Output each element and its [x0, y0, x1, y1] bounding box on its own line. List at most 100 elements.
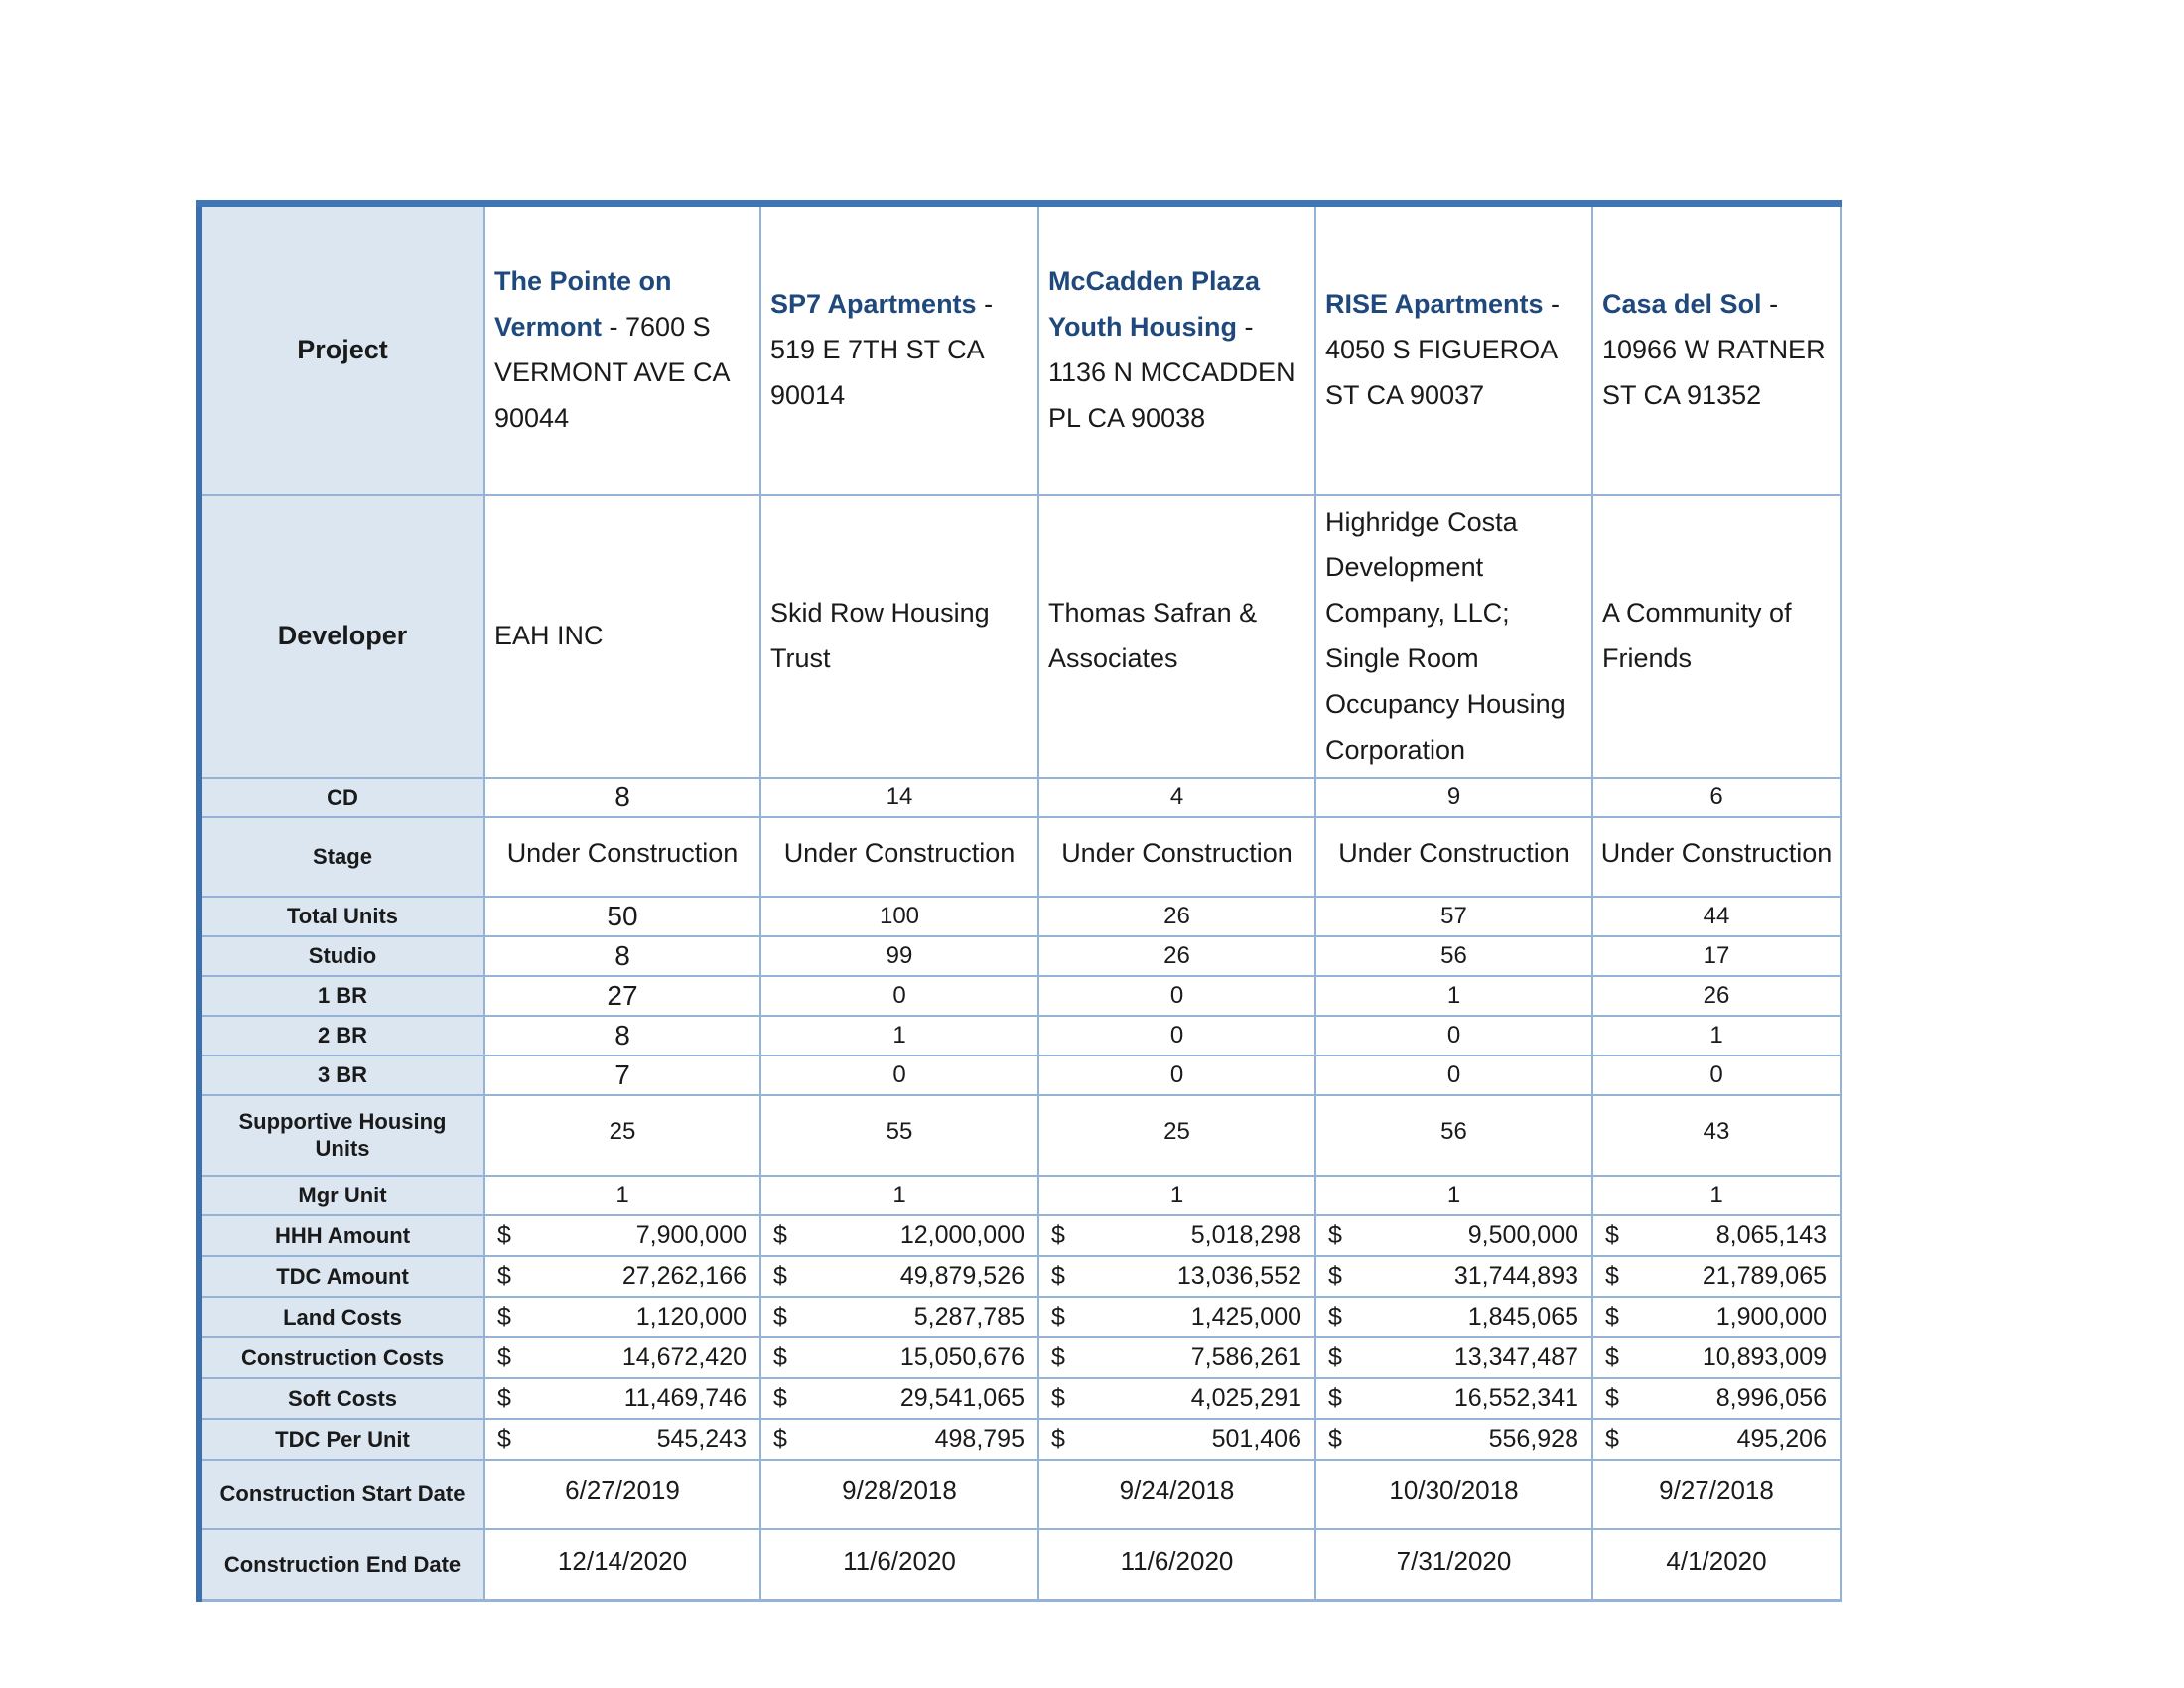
table-row-3br: 3 BR 7 0 0 0 0 [198, 1054, 1842, 1096]
amount: 16,552,341 [1453, 1383, 1578, 1412]
table-row-studio: Studio 8 99 26 56 17 [198, 934, 1842, 977]
dollar-sign: $ [1605, 1302, 1619, 1331]
table-row-soft-costs: Soft Costs $11,469,746 $29,541,065 $4,02… [198, 1376, 1842, 1420]
table-row-project: Project The Pointe on Vermont - 7600 S V… [198, 202, 1842, 496]
cell-soft-costs: $11,469,746 [483, 1376, 761, 1420]
cell-mgr-unit: 1 [1037, 1174, 1316, 1216]
project-address: - 1136 N MCCADDEN PL CA 90038 [1048, 311, 1296, 433]
cell-soft-costs: $8,996,056 [1591, 1376, 1842, 1420]
row-label-supportive-units: Supportive Housing Units [198, 1093, 485, 1177]
cell-developer: Skid Row Housing Trust [759, 493, 1039, 779]
dollar-sign: $ [497, 1302, 511, 1331]
cell-project: RISE Apartments - 4050 S FIGUEROA ST CA … [1314, 202, 1593, 496]
row-label-tdc-amount: TDC Amount [198, 1254, 485, 1298]
cell-hhh-amount: $5,018,298 [1037, 1213, 1316, 1257]
cell-stage: Under Construction [759, 815, 1039, 898]
cell-hhh-amount: $9,500,000 [1314, 1213, 1593, 1257]
table-row-tdc-amount: TDC Amount $27,262,166 $49,879,526 $13,0… [198, 1254, 1842, 1298]
cell-construction-end: 11/6/2020 [1037, 1527, 1316, 1602]
cell-3br: 0 [1591, 1054, 1842, 1096]
cell-tdc-per-unit: $495,206 [1591, 1417, 1842, 1461]
cell-2br: 1 [1591, 1014, 1842, 1056]
cell-construction-costs: $13,347,487 [1314, 1336, 1593, 1379]
cell-construction-start: 6/27/2019 [483, 1458, 761, 1530]
row-label-2br: 2 BR [198, 1014, 485, 1056]
table-row-1br: 1 BR 27 0 0 1 26 [198, 974, 1842, 1017]
amount: 1,425,000 [1190, 1302, 1301, 1331]
table-row-2br: 2 BR 8 1 0 0 1 [198, 1014, 1842, 1056]
dollar-sign: $ [1328, 1342, 1342, 1371]
dollar-sign: $ [1605, 1383, 1619, 1412]
amount: 4,025,291 [1190, 1383, 1301, 1412]
amount: 5,287,785 [913, 1302, 1024, 1331]
cell-cd: 4 [1037, 776, 1316, 818]
cell-supportive-units: 55 [759, 1093, 1039, 1177]
project-address: - 7600 S VERMONT AVE CA 90044 [494, 311, 730, 433]
amount: 7,900,000 [635, 1220, 747, 1249]
cell-mgr-unit: 1 [483, 1174, 761, 1216]
row-label-land-costs: Land Costs [198, 1295, 485, 1338]
amount: 15,050,676 [899, 1342, 1024, 1371]
dollar-sign: $ [1051, 1220, 1065, 1249]
table-row-cd: CD 8 14 4 9 6 [198, 776, 1842, 818]
cell-construction-end: 12/14/2020 [483, 1527, 761, 1602]
cell-supportive-units: 25 [483, 1093, 761, 1177]
dollar-sign: $ [1605, 1424, 1619, 1453]
dollar-sign: $ [1328, 1261, 1342, 1290]
cell-tdc-amount: $27,262,166 [483, 1254, 761, 1298]
cell-developer: Thomas Safran & Associates [1037, 493, 1316, 779]
row-label-stage: Stage [198, 815, 485, 898]
table-row-land-costs: Land Costs $1,120,000 $5,287,785 $1,425,… [198, 1295, 1842, 1338]
cell-1br: 26 [1591, 974, 1842, 1017]
amount: 545,243 [656, 1424, 747, 1453]
cell-construction-costs: $14,672,420 [483, 1336, 761, 1379]
dollar-sign: $ [497, 1383, 511, 1412]
project-name: RISE Apartments [1325, 288, 1544, 319]
dollar-sign: $ [773, 1261, 787, 1290]
row-label-construction-end: Construction End Date [198, 1527, 485, 1602]
amount: 29,541,065 [899, 1383, 1024, 1412]
amount: 501,406 [1211, 1424, 1301, 1453]
cell-3br: 7 [483, 1054, 761, 1096]
project-address: - 519 E 7TH ST CA 90014 [770, 288, 994, 410]
dollar-sign: $ [773, 1383, 787, 1412]
cell-tdc-amount: $13,036,552 [1037, 1254, 1316, 1298]
cell-studio: 56 [1314, 934, 1593, 977]
amount: 556,928 [1488, 1424, 1578, 1453]
cell-supportive-units: 43 [1591, 1093, 1842, 1177]
cell-stage: Under Construction [483, 815, 761, 898]
cell-soft-costs: $29,541,065 [759, 1376, 1039, 1420]
amount: 1,900,000 [1715, 1302, 1827, 1331]
cell-3br: 0 [1037, 1054, 1316, 1096]
project-address: - 10966 W RATNER ST CA 91352 [1602, 288, 1826, 410]
amount: 8,996,056 [1715, 1383, 1827, 1412]
cell-construction-start: 9/24/2018 [1037, 1458, 1316, 1530]
project-name: The Pointe on Vermont [494, 265, 672, 342]
amount: 1,845,065 [1467, 1302, 1578, 1331]
amount: 1,120,000 [635, 1302, 747, 1331]
cell-construction-costs: $15,050,676 [759, 1336, 1039, 1379]
cell-land-costs: $1,900,000 [1591, 1295, 1842, 1338]
cell-stage: Under Construction [1037, 815, 1316, 898]
cell-project: McCadden Plaza Youth Housing - 1136 N MC… [1037, 202, 1316, 496]
amount: 27,262,166 [621, 1261, 747, 1290]
cell-2br: 0 [1314, 1014, 1593, 1056]
cell-supportive-units: 56 [1314, 1093, 1593, 1177]
amount: 49,879,526 [899, 1261, 1024, 1290]
table-row-stage: Stage Under Construction Under Construct… [198, 815, 1842, 898]
table-row-total-units: Total Units 50 100 26 57 44 [198, 895, 1842, 937]
project-name: SP7 Apartments [770, 288, 977, 319]
cell-total-units: 50 [483, 895, 761, 937]
cell-construction-costs: $7,586,261 [1037, 1336, 1316, 1379]
cell-mgr-unit: 1 [1591, 1174, 1842, 1216]
cell-hhh-amount: $8,065,143 [1591, 1213, 1842, 1257]
project-address: - 4050 S FIGUEROA ST CA 90037 [1325, 288, 1561, 410]
row-label-1br: 1 BR [198, 974, 485, 1017]
cell-developer: A Community of Friends [1591, 493, 1842, 779]
row-label-hhh-amount: HHH Amount [198, 1213, 485, 1257]
table-row-construction-end: Construction End Date 12/14/2020 11/6/20… [198, 1527, 1842, 1602]
dollar-sign: $ [1051, 1261, 1065, 1290]
amount: 5,018,298 [1190, 1220, 1301, 1249]
dollar-sign: $ [1605, 1261, 1619, 1290]
dollar-sign: $ [773, 1424, 787, 1453]
